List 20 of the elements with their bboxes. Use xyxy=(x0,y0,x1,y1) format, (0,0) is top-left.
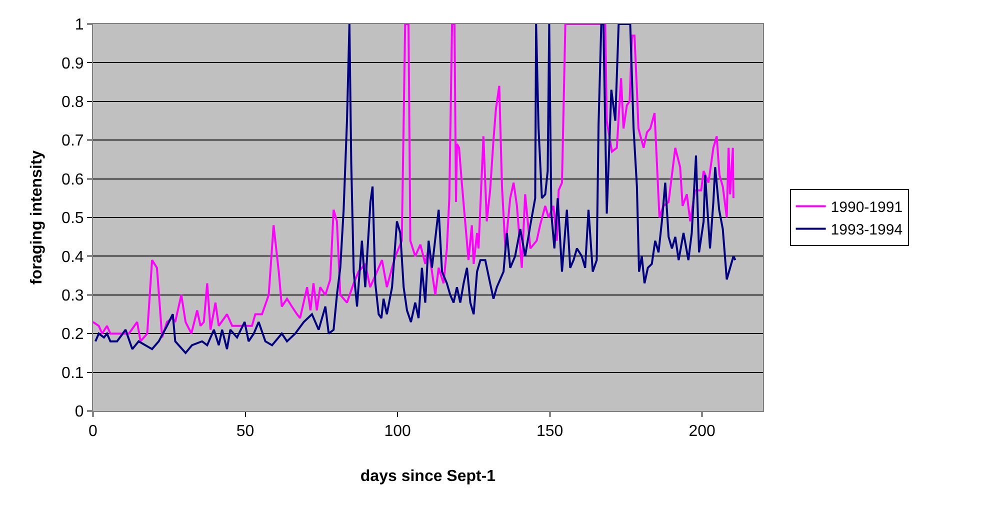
y-tick-label: 0.9 xyxy=(62,55,84,72)
y-tick-label: 0.8 xyxy=(62,94,84,111)
x-axis-title: days since Sept-1 xyxy=(360,468,496,485)
legend-label: 1990-1991 xyxy=(830,199,903,216)
y-tick-label: 0.4 xyxy=(62,248,84,266)
y-tick-label: 0.2 xyxy=(62,326,84,344)
x-tick-label: 200 xyxy=(688,423,716,440)
y-tick-label: 0.3 xyxy=(62,288,84,304)
y-axis-title: foraging intensity xyxy=(28,150,46,285)
legend-label: 1993-1994 xyxy=(830,222,903,239)
y-tick-label: 0.5 xyxy=(62,210,84,228)
y-tick-label: 0.6 xyxy=(62,171,84,188)
x-tick-label: 50 xyxy=(236,423,254,440)
y-tick-label: 1 xyxy=(74,16,84,34)
y-tick-label: 0.7 xyxy=(62,132,84,150)
x-tick-label: 0 xyxy=(88,423,98,440)
x-tick-label: 150 xyxy=(536,423,564,440)
y-tick-label: 0 xyxy=(74,404,84,421)
x-tick-label: 100 xyxy=(384,423,411,440)
y-tick-label: 0.1 xyxy=(62,364,84,382)
